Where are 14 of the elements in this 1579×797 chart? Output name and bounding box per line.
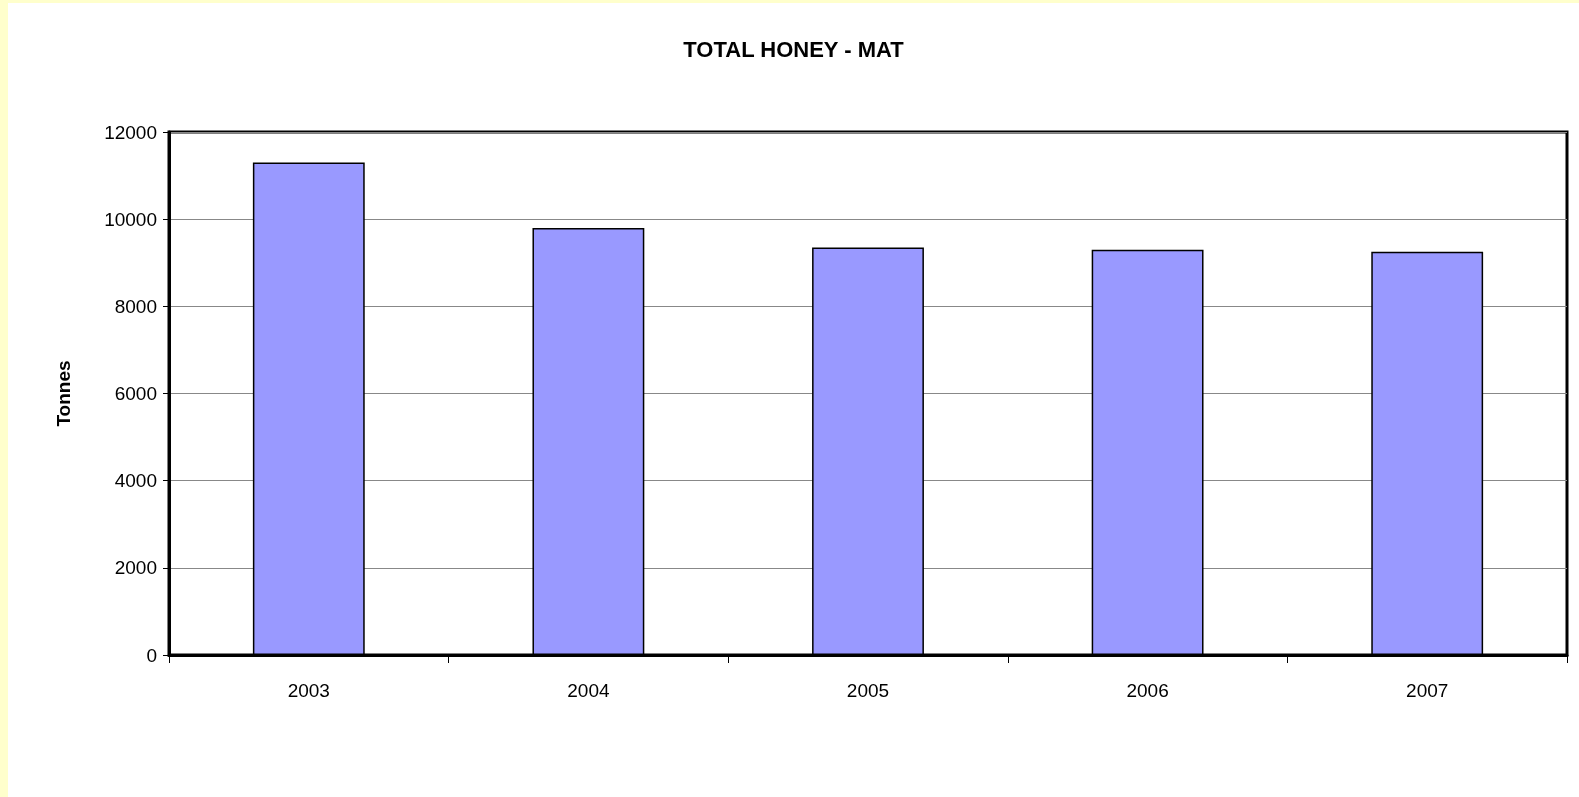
y-axis-title: Tonnes <box>53 360 74 427</box>
x-tick-label: 2005 <box>846 680 890 701</box>
y-tick-label: 4000 <box>114 470 157 492</box>
chart-title: TOTAL HONEY - MAT <box>683 36 905 62</box>
x-tick-label: 2003 <box>287 680 330 701</box>
y-tick-label: 10000 <box>104 208 157 230</box>
y-tick-label: 12000 <box>104 121 157 143</box>
y-tick-label: 6000 <box>114 383 157 404</box>
x-tick-label: 2007 <box>1406 680 1449 701</box>
x-tick-label: 2006 <box>1126 680 1169 701</box>
y-tick-label: 2000 <box>114 557 157 579</box>
y-tick-label: 8000 <box>114 295 157 317</box>
x-tick-label: 2004 <box>567 680 610 701</box>
y-tick-label: 0 <box>146 644 157 666</box>
